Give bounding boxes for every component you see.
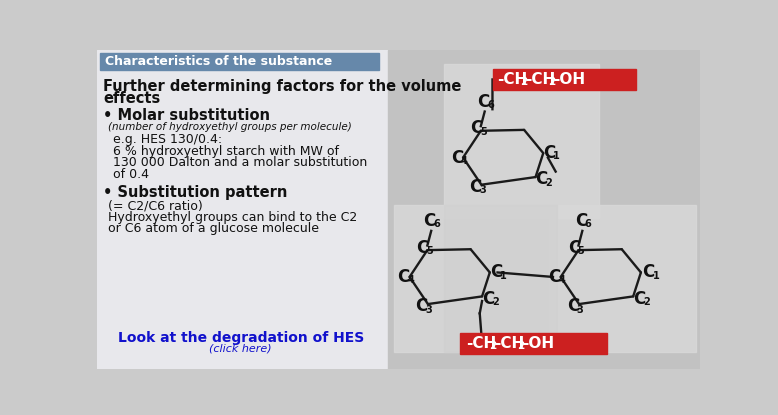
Text: 2: 2 bbox=[545, 178, 552, 188]
Text: 3: 3 bbox=[479, 185, 485, 195]
Text: C: C bbox=[643, 264, 655, 281]
Text: 5: 5 bbox=[426, 246, 433, 256]
Text: 6 % hydroxyethyl starch with MW of: 6 % hydroxyethyl starch with MW of bbox=[113, 144, 338, 158]
Text: 1: 1 bbox=[500, 271, 506, 281]
Text: C: C bbox=[470, 120, 482, 137]
Text: C: C bbox=[482, 290, 494, 308]
Bar bbox=[444, 205, 557, 352]
Bar bbox=[492, 69, 636, 90]
Text: 2: 2 bbox=[548, 77, 555, 87]
Text: -CH: -CH bbox=[497, 72, 527, 87]
Text: -CH: -CH bbox=[466, 336, 496, 351]
Text: 4: 4 bbox=[559, 275, 565, 285]
Text: Further determining factors for the volume: Further determining factors for the volu… bbox=[103, 79, 462, 94]
Text: C: C bbox=[450, 149, 463, 166]
Text: 3: 3 bbox=[576, 305, 584, 315]
Text: C: C bbox=[416, 239, 429, 257]
Text: 6: 6 bbox=[487, 100, 494, 110]
Bar bbox=[444, 63, 600, 217]
Text: C: C bbox=[568, 239, 580, 257]
Text: (= C2/C6 ratio): (= C2/C6 ratio) bbox=[108, 199, 203, 212]
Text: 4: 4 bbox=[407, 275, 414, 285]
Bar bbox=[388, 50, 700, 369]
Text: 2: 2 bbox=[643, 297, 650, 307]
Text: of 0.4: of 0.4 bbox=[113, 168, 149, 181]
Text: Hydroxyethyl groups can bind to the C2: Hydroxyethyl groups can bind to the C2 bbox=[108, 211, 357, 224]
Text: C: C bbox=[398, 268, 409, 286]
Text: 6: 6 bbox=[585, 219, 591, 229]
Text: 2: 2 bbox=[517, 341, 524, 351]
Text: 1: 1 bbox=[553, 151, 560, 161]
Text: 2: 2 bbox=[489, 341, 496, 351]
Bar bbox=[97, 50, 388, 369]
Text: C: C bbox=[566, 298, 579, 315]
Text: 4: 4 bbox=[461, 156, 468, 166]
Text: C: C bbox=[548, 268, 561, 286]
Text: effects: effects bbox=[103, 91, 161, 106]
Text: -CH: -CH bbox=[525, 72, 555, 87]
Text: Characteristics of the substance: Characteristics of the substance bbox=[105, 55, 332, 68]
Text: e.g. HES 130/0.4:: e.g. HES 130/0.4: bbox=[113, 133, 222, 146]
Text: C: C bbox=[469, 178, 482, 196]
Bar bbox=[100, 53, 380, 70]
Bar bbox=[394, 205, 557, 352]
Text: -OH: -OH bbox=[553, 72, 585, 87]
Text: 130 000 Dalton and a molar substitution: 130 000 Dalton and a molar substitution bbox=[113, 156, 367, 169]
Text: C: C bbox=[477, 93, 489, 110]
Text: • Molar substitution: • Molar substitution bbox=[103, 108, 271, 123]
Bar bbox=[549, 205, 696, 352]
Text: 5: 5 bbox=[480, 127, 487, 137]
Text: 2: 2 bbox=[492, 297, 499, 307]
Text: 1: 1 bbox=[653, 271, 659, 281]
Text: C: C bbox=[535, 171, 548, 188]
Text: 3: 3 bbox=[426, 305, 433, 315]
Text: 6: 6 bbox=[433, 219, 440, 229]
Text: 2: 2 bbox=[520, 77, 527, 87]
Text: (number of hydroxyethyl groups per molecule): (number of hydroxyethyl groups per molec… bbox=[108, 122, 352, 132]
Bar bbox=[460, 333, 607, 354]
Text: C: C bbox=[423, 212, 436, 230]
Text: -CH: -CH bbox=[494, 336, 524, 351]
Text: C: C bbox=[575, 212, 587, 230]
Text: or C6 atom of a glucose molecule: or C6 atom of a glucose molecule bbox=[108, 222, 319, 235]
Text: C: C bbox=[543, 144, 555, 162]
Text: C: C bbox=[633, 290, 646, 308]
Text: 5: 5 bbox=[578, 246, 584, 256]
Text: C: C bbox=[490, 264, 502, 281]
Text: Look at the degradation of HES: Look at the degradation of HES bbox=[117, 331, 364, 345]
Text: -OH: -OH bbox=[522, 336, 554, 351]
Text: C: C bbox=[415, 298, 428, 315]
Text: (click here): (click here) bbox=[209, 343, 272, 353]
Text: • Substitution pattern: • Substitution pattern bbox=[103, 186, 288, 200]
